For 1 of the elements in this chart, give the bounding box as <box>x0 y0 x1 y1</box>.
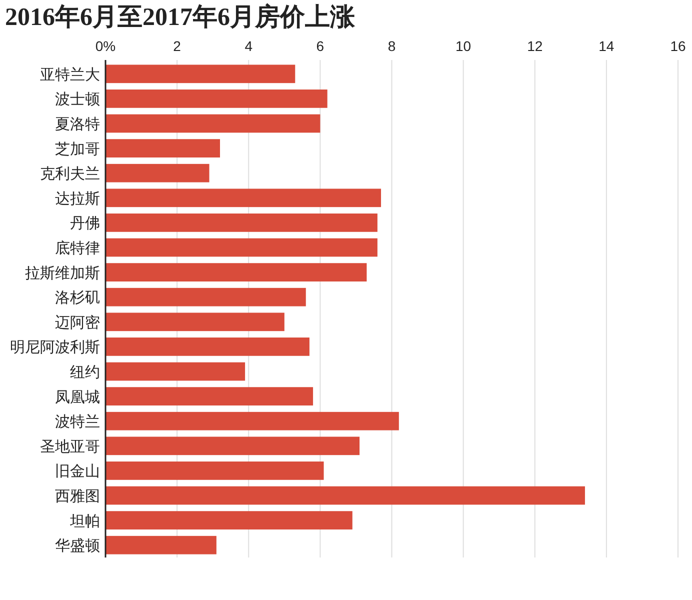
title: 2016年6月至2017年6月房价上涨 <box>5 4 355 31</box>
